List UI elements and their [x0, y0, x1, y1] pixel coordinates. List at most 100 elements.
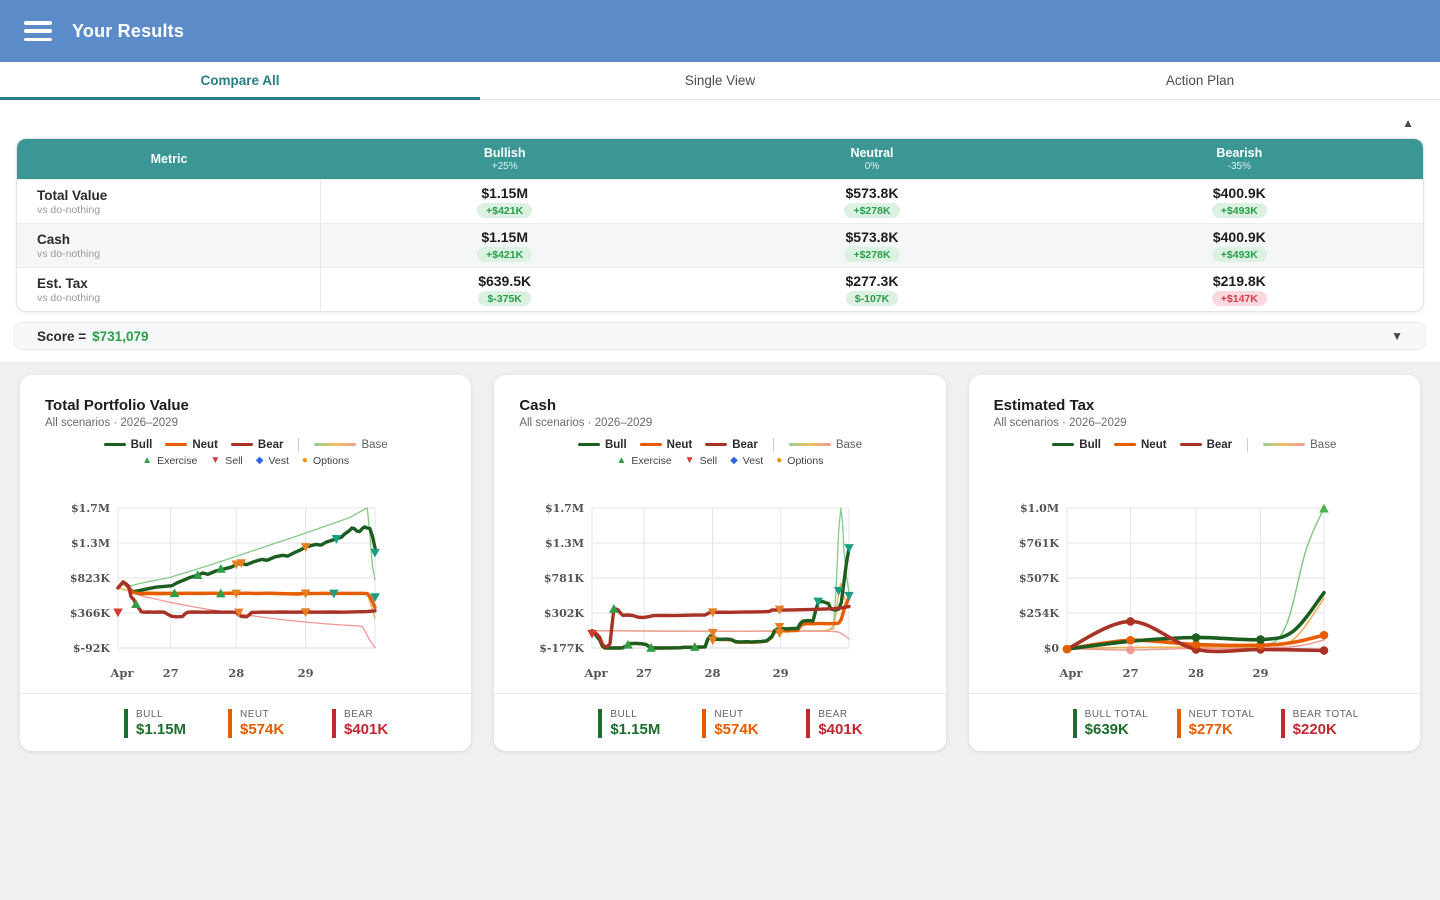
- legend-item-bull: Bull: [103, 439, 152, 451]
- stat-value: $639K: [1084, 721, 1129, 738]
- stat-label: BEAR: [818, 709, 848, 720]
- legend-label: Neut: [666, 438, 693, 451]
- base-gradient-swatch-icon: [314, 443, 357, 446]
- card-divider: [494, 693, 946, 694]
- delta-badge: +$493K: [1211, 247, 1267, 262]
- svg-text:$507K: $507K: [1018, 572, 1059, 585]
- legend-item-bear: Bear: [705, 439, 758, 451]
- app-header: Your Results: [0, 0, 1440, 62]
- value-cell: $400.9K +$493K: [1056, 180, 1423, 223]
- delta-badge: +$493K: [1211, 203, 1267, 218]
- bear-line-swatch-icon: [1179, 442, 1202, 447]
- chart-legend: Bull Neut Bear Base ▲ Exercise ▼ Sell ◆ Vest ● Opti…: [20, 437, 471, 468]
- table-header-row: Metric Bullish +25% Neutral 0% Bearish -…: [17, 139, 1423, 179]
- tab-compare-all[interactable]: Compare All: [0, 62, 480, 100]
- legend-label: Base: [1310, 438, 1337, 451]
- vest-marker-icon: ◆: [730, 454, 738, 466]
- value-cell: $277.3K $-107K: [688, 268, 1055, 311]
- collapse-score-icon[interactable]: ▼: [1391, 329, 1403, 343]
- delta-badge: $-107K: [845, 291, 899, 306]
- circle-marker-icon: [1125, 617, 1135, 626]
- line-chart: $1.0M $761K $507K $254K $0 Apr 27 28 29: [1018, 502, 1329, 680]
- collapse-table-icon[interactable]: ▲: [1402, 116, 1414, 130]
- delta-badge: +$421K: [477, 203, 533, 218]
- svg-text:29: 29: [298, 666, 314, 680]
- tri-up-marker-icon: [131, 599, 141, 609]
- page-title: Your Results: [72, 20, 185, 41]
- stat-item-bear: BEAR $401K: [806, 709, 884, 738]
- svg-text:$1.7M: $1.7M: [545, 502, 584, 515]
- legend-item-vest: ◆ Vest: [730, 455, 763, 467]
- tri-down-marker-icon: [844, 591, 855, 601]
- svg-text:28: 28: [228, 666, 244, 680]
- card-title: Estimated Tax: [993, 397, 1095, 414]
- tri-up-marker-icon: [623, 639, 634, 649]
- stat-label: NEUT TOTAL: [1188, 709, 1255, 720]
- legend-item-neut: Neut: [1114, 439, 1167, 451]
- tri-down-marker-icon: [300, 543, 311, 552]
- svg-text:$1.0M: $1.0M: [1020, 502, 1059, 515]
- legend-label: Bear: [1206, 438, 1233, 451]
- base-gradient-swatch-icon: [788, 443, 831, 446]
- exercise-marker-icon: ▲: [616, 454, 627, 466]
- delta-badge: +$278K: [844, 247, 900, 262]
- svg-text:Apr: Apr: [109, 666, 134, 680]
- column-header-bullish: Bullish +25%: [483, 146, 526, 172]
- stat-value: $1.15M: [136, 721, 187, 738]
- legend-label: Options: [787, 454, 824, 467]
- tab-single-view[interactable]: Single View: [684, 73, 756, 88]
- score-bar: Score = $731,079 ▼: [14, 322, 1426, 350]
- stat-label: BULL: [610, 709, 638, 720]
- hamburger-menu-icon[interactable]: [24, 21, 52, 41]
- svg-text:Apr: Apr: [1058, 666, 1083, 680]
- tri-down-marker-icon: [370, 548, 380, 558]
- cell-value: $573.8K: [845, 185, 899, 201]
- sell-marker-icon: ▼: [684, 454, 695, 466]
- svg-text:29: 29: [773, 666, 789, 680]
- score-value: $731,079: [92, 328, 149, 344]
- bull-line-swatch-icon: [103, 442, 126, 447]
- legend-label: Bull: [1079, 438, 1101, 451]
- metric-cell: Total Value vs do-nothing: [17, 180, 321, 223]
- chart-card-cash: Cash All scenarios · 2026–2029 Bull Neut B…: [494, 375, 946, 751]
- tri-down-marker-icon: [231, 589, 242, 599]
- delta-badge: +$147K: [1211, 291, 1267, 306]
- circle-marker-icon: [1125, 645, 1135, 655]
- tri-down-marker-icon: [370, 593, 380, 603]
- bull-line-swatch-icon: [577, 442, 600, 447]
- legend-item-bull: Bull: [1052, 439, 1101, 451]
- tri-down-marker-icon: [775, 605, 785, 615]
- legend-label: Sell: [699, 454, 718, 467]
- bull-series-line: [590, 546, 852, 650]
- table-row: Total Value vs do-nothing $1.15M +$421K $573…: [17, 179, 1423, 223]
- options-marker-icon: ●: [776, 454, 783, 466]
- legend-label: Base: [835, 438, 863, 451]
- legend-item-exercise: ▲ Exercise: [142, 455, 197, 467]
- value-cell: $639.5K $-375K: [321, 268, 688, 311]
- chart-legend: Bull Neut Bear Base ▲ Exercise ▼ Sell ◆ Vest ● Opti…: [494, 437, 945, 468]
- delta-badge: $-375K: [478, 291, 531, 306]
- bull-line-swatch-icon: [1052, 442, 1075, 447]
- tabbar: Compare All Single View Action Plan: [0, 62, 1440, 100]
- legend-label: Sell: [225, 454, 243, 467]
- legend-label: Neut: [1141, 438, 1167, 451]
- stat-item-neut: NEUT $574K: [702, 709, 780, 738]
- legend-item-sell: ▼ Sell: [685, 455, 717, 467]
- tab-action-plan[interactable]: Action Plan: [1165, 73, 1235, 88]
- svg-text:$1.7M: $1.7M: [71, 502, 110, 515]
- legend-label: Base: [361, 438, 388, 451]
- svg-text:$366K: $366K: [70, 607, 111, 620]
- tri-up-marker-icon: [646, 642, 657, 652]
- tri-down-marker-icon: [113, 608, 123, 618]
- legend-item-vest: ◆ Vest: [256, 455, 289, 467]
- svg-text:Apr: Apr: [584, 666, 609, 680]
- svg-text:28: 28: [705, 666, 721, 680]
- tri-up-marker-icon: [216, 588, 226, 598]
- line-chart: $1.7M $1.3M $823K $366K $-92K Apr 27 28 29: [70, 502, 380, 680]
- svg-text:$1.3M: $1.3M: [545, 537, 584, 550]
- card-title: Cash: [519, 397, 557, 414]
- stat-value: $574K: [240, 721, 285, 738]
- legend-divider: [298, 437, 300, 452]
- charts-section: Total Portfolio Value All scenarios · 20…: [0, 362, 1440, 862]
- legend-item-bear: Bear: [1179, 438, 1233, 451]
